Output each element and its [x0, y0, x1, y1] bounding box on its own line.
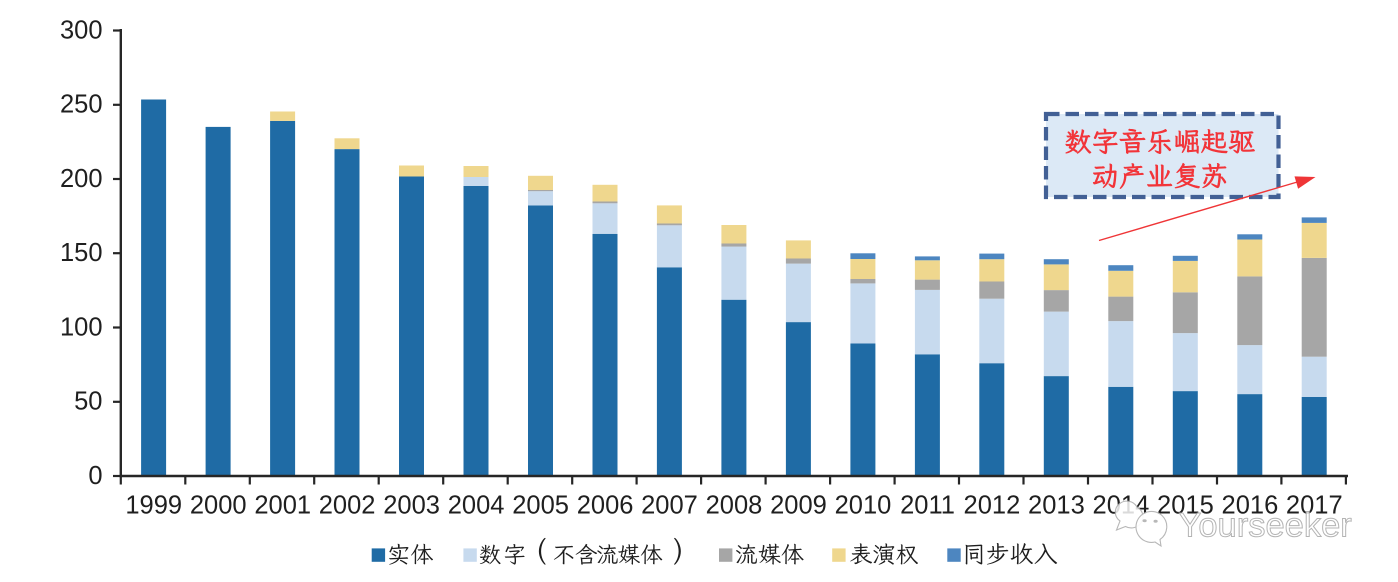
svg-text:Yourseeker: Yourseeker	[1179, 507, 1352, 545]
svg-text:2009: 2009	[770, 491, 827, 519]
svg-text:2012: 2012	[964, 491, 1021, 519]
svg-text:2007: 2007	[641, 491, 698, 519]
svg-text:0: 0	[88, 462, 102, 490]
svg-text:150: 150	[60, 239, 103, 267]
svg-text:2011: 2011	[900, 491, 955, 519]
svg-text:50: 50	[74, 388, 102, 416]
svg-text:2015: 2015	[1157, 491, 1214, 519]
svg-text:200: 200	[60, 165, 103, 193]
svg-text:2001: 2001	[254, 491, 311, 519]
svg-text:2002: 2002	[319, 491, 376, 519]
svg-text:2017: 2017	[1286, 491, 1343, 519]
svg-text:2008: 2008	[706, 491, 763, 519]
svg-text:2003: 2003	[383, 491, 440, 519]
svg-text:2004: 2004	[448, 491, 505, 519]
svg-text:2010: 2010	[835, 491, 892, 519]
svg-text:100: 100	[60, 313, 103, 341]
svg-text:1999: 1999	[125, 491, 182, 519]
svg-text:2006: 2006	[577, 491, 634, 519]
svg-text:250: 250	[60, 91, 103, 119]
svg-text:2000: 2000	[190, 491, 247, 519]
svg-text:300: 300	[60, 16, 103, 44]
svg-text:2013: 2013	[1028, 491, 1085, 519]
svg-text:2016: 2016	[1222, 491, 1279, 519]
svg-text:2005: 2005	[512, 491, 569, 519]
